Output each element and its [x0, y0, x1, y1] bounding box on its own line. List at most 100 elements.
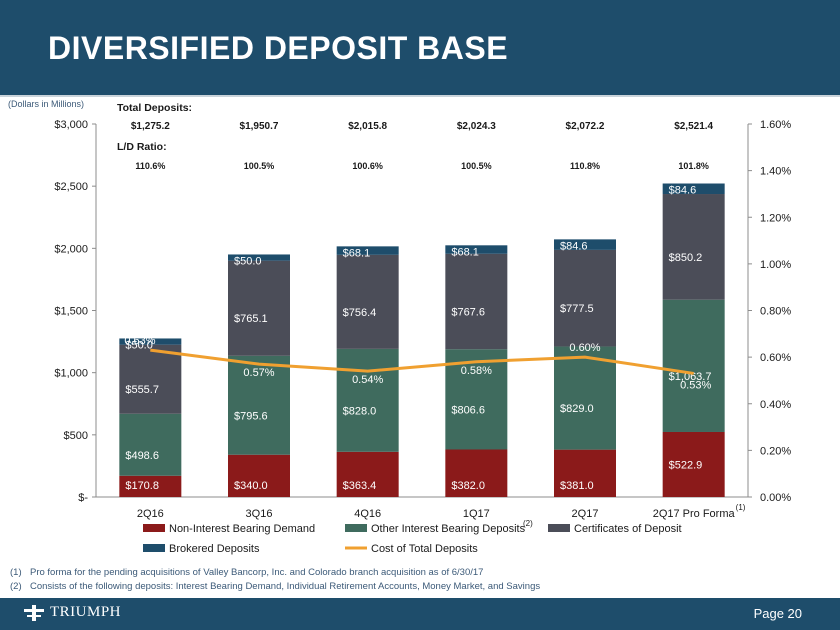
y2-tick-label: 1.40% — [760, 166, 791, 178]
bar-other-interest-bearing-deposits — [662, 299, 725, 432]
logo-mark-icon — [24, 604, 44, 621]
top-values: $1,275.2 110.6% $1,950.7 100.5% $2,015.8 100.… — [131, 121, 714, 171]
ld-ratio-heading: L/D Ratio: — [117, 141, 167, 153]
y2-tick-label: 0.80% — [760, 306, 791, 318]
bar-label-certificates-of-deposit: $756.4 — [343, 307, 377, 319]
bar-labels: $170.8 $498.6 $555.7 $50.0 $340.0 $795.6 $765.… — [125, 185, 711, 492]
bar-brokered-deposits — [554, 239, 616, 250]
bar-label-brokered-deposits: $50.0 — [125, 339, 153, 351]
legend: Non-Interest Bearing Demand Other Interes… — [143, 519, 682, 555]
x-tick-label: 2Q16 — [137, 508, 164, 520]
y-tick-label: $1,500 — [54, 306, 88, 318]
ld-ratio-value: 110.8% — [570, 161, 600, 171]
bar-label-other-interest-bearing-deposits: $795.6 — [234, 410, 268, 422]
bar-label-other-interest-bearing-deposits: $829.0 — [560, 403, 594, 415]
bar-label-non-interest-bearing-demand: $522.9 — [669, 459, 703, 471]
cost-data-label: 0.58% — [461, 365, 492, 377]
x-tick-label: 2Q17 Pro Forma — [653, 508, 736, 520]
bar-non-interest-bearing-demand — [662, 431, 725, 497]
header-bar: DIVERSIFIED DEPOSIT BASE — [0, 0, 840, 95]
y2-tick-label: 1.00% — [760, 259, 791, 271]
cost-line: 0.63% 0.57% 0.54% 0.58% 0.60% 0.53% — [124, 335, 711, 391]
footnote-2: (2) Consists of the following deposits: I… — [10, 580, 540, 594]
cost-of-deposits-line — [150, 348, 694, 375]
footnote-1-text: Pro forma for the pending acquisitions o… — [30, 567, 484, 578]
x-tick-label: 3Q16 — [246, 508, 273, 520]
deposit-chart: (Dollars in Millions) Total Deposits: L/… — [8, 99, 791, 555]
cost-data-label: 0.54% — [352, 374, 383, 386]
page-title: DIVERSIFIED DEPOSIT BASE — [48, 30, 509, 66]
bar-certificates-of-deposit — [336, 254, 399, 349]
total-deposits-value: $1,950.7 — [240, 121, 279, 132]
bar-label-brokered-deposits: $84.6 — [669, 185, 697, 197]
header-divider — [0, 95, 840, 97]
y-tick-label: $2,000 — [54, 243, 88, 255]
footnotes: (1) Pro forma for the pending acquisition… — [10, 566, 540, 594]
footer-bar: TRIUMPH Page 20 — [0, 598, 840, 630]
footnote-1: (1) Pro forma for the pending acquisition… — [10, 566, 540, 580]
bar-brokered-deposits — [228, 254, 290, 261]
y2-tick-label: 0.00% — [760, 492, 791, 504]
bar-brokered-deposits — [445, 245, 508, 254]
cost-data-label: 0.60% — [569, 342, 600, 354]
y-tick-label: $1,000 — [54, 368, 88, 380]
bar-label-other-interest-bearing-deposits: $828.0 — [343, 405, 377, 417]
x-tick-label: 2Q17 — [572, 508, 599, 520]
bar-non-interest-bearing-demand — [228, 454, 290, 497]
bar-label-brokered-deposits: $68.1 — [343, 247, 371, 259]
total-deposits-value: $2,015.8 — [348, 121, 387, 132]
y2-tick-label: 0.20% — [760, 445, 791, 457]
bar-label-certificates-of-deposit: $767.6 — [451, 306, 485, 318]
legend-label-other-interest-bearing-deposits: Other Interest Bearing Deposits — [371, 523, 526, 535]
triumph-logo: TRIUMPH — [24, 604, 121, 621]
total-deposits-heading: Total Deposits: — [117, 102, 192, 114]
cost-data-label: 0.63% — [124, 335, 155, 347]
bar-other-interest-bearing-deposits — [554, 346, 616, 450]
bar-label-other-interest-bearing-deposits: $1,063.7 — [669, 371, 712, 383]
bar-label-certificates-of-deposit: $765.1 — [234, 313, 268, 325]
legend-swatch-other-interest-bearing-deposits — [345, 524, 367, 532]
bar-label-other-interest-bearing-deposits: $498.6 — [125, 450, 159, 462]
x-tick-superscript: (1) — [736, 503, 746, 512]
y-tick-label: $500 — [64, 430, 88, 442]
legend-swatch-non-interest-bearing-demand — [143, 524, 165, 532]
bar-brokered-deposits — [336, 246, 399, 255]
logo-text: TRIUMPH — [50, 604, 122, 620]
bar-brokered-deposits — [119, 338, 182, 345]
footnote-2-number: (2) — [10, 581, 22, 592]
bar-non-interest-bearing-demand — [445, 449, 508, 497]
footnote-2-text: Consists of the following deposits: Inte… — [30, 581, 541, 592]
bar-label-certificates-of-deposit: $555.7 — [125, 384, 159, 396]
ld-ratio-value: 100.5% — [244, 161, 275, 171]
y2-tick-label: 1.60% — [760, 119, 791, 131]
bars — [119, 183, 725, 497]
bar-certificates-of-deposit — [554, 249, 616, 347]
bar-brokered-deposits — [662, 183, 725, 195]
bar-non-interest-bearing-demand — [119, 475, 182, 497]
bar-label-brokered-deposits: $50.0 — [234, 255, 262, 267]
total-deposits-value: $1,275.2 — [131, 121, 170, 132]
bar-label-other-interest-bearing-deposits: $806.6 — [451, 404, 485, 416]
cost-data-label: 0.57% — [243, 367, 274, 379]
bar-certificates-of-deposit — [119, 344, 182, 414]
bar-certificates-of-deposit — [228, 260, 290, 356]
cost-data-label: 0.53% — [680, 379, 711, 391]
legend-swatch-brokered-deposits — [143, 544, 165, 552]
bar-other-interest-bearing-deposits — [228, 355, 290, 455]
bar-other-interest-bearing-deposits — [445, 349, 508, 450]
bar-label-non-interest-bearing-demand: $381.0 — [560, 480, 594, 492]
y-tick-label: $3,000 — [54, 119, 88, 131]
bar-other-interest-bearing-deposits — [336, 348, 399, 452]
units-note: (Dollars in Millions) — [8, 99, 84, 109]
bar-non-interest-bearing-demand — [554, 449, 616, 497]
axes: $- $500 $1,000 $1,500 $2,000 $2,500 $3,000 0.00… — [54, 119, 791, 504]
ld-ratio-value: 101.8% — [678, 161, 709, 171]
bar-label-non-interest-bearing-demand: $340.0 — [234, 480, 268, 492]
ld-ratio-value: 100.6% — [352, 161, 383, 171]
legend-label-non-interest-bearing-demand: Non-Interest Bearing Demand — [169, 523, 315, 535]
bar-certificates-of-deposit — [445, 253, 508, 350]
y2-tick-label: 1.20% — [760, 212, 791, 224]
footnote-1-number: (1) — [10, 567, 22, 578]
bar-label-non-interest-bearing-demand: $170.8 — [125, 480, 159, 492]
bar-other-interest-bearing-deposits — [119, 413, 182, 476]
